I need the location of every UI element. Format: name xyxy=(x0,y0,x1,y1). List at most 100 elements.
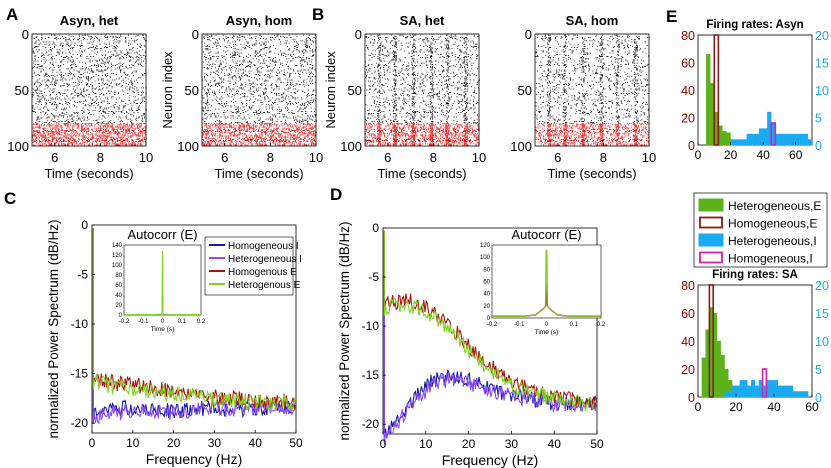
hist-bar-het-e xyxy=(726,132,731,146)
raster-spikes-inhibitory xyxy=(202,123,317,146)
hist-x-tick-label: 0 xyxy=(695,148,702,162)
spectrum-x-tick-label: 0 xyxy=(380,437,387,451)
hist-bar-het-i xyxy=(783,133,788,146)
raster-y-tick-label: 0 xyxy=(22,27,29,42)
hist-y-left-tick-label: 80 xyxy=(681,279,695,293)
raster-y-tick-label: 100 xyxy=(510,139,532,154)
raster-y-tick-label: 50 xyxy=(15,83,29,98)
raster-y-tick-label: 100 xyxy=(340,139,362,154)
inset-y-tick-label: 40 xyxy=(115,293,122,299)
hist-y-right-tick-label: 10 xyxy=(815,84,829,98)
hist-legend-label: Homogeneous,E xyxy=(728,217,817,231)
spectrum-legend-label: Homogeneous I xyxy=(228,241,299,252)
hist-x-tick-label: 60 xyxy=(789,148,803,162)
hist-y-left-tick-label: 80 xyxy=(681,29,695,43)
hist-bar-het-i xyxy=(747,385,752,398)
spectrum-y-tick-label: -5 xyxy=(368,270,379,284)
hist-legend-swatch xyxy=(698,198,724,212)
hist-bar-het-i xyxy=(796,391,801,398)
raster-spikes-excitatory xyxy=(202,33,317,124)
spectrum-x-tick-label: 20 xyxy=(462,437,476,451)
inset-title: Autocorr (E) xyxy=(511,227,581,242)
hist-bar-het-i xyxy=(789,385,794,398)
inset-x-axis-label: Time (s) xyxy=(151,326,175,333)
hist-y-right-tick-label: 5 xyxy=(815,112,822,126)
hist-bar-het-i xyxy=(750,133,756,146)
hist-y-left-tick-label: 20 xyxy=(681,112,695,126)
panel-label-d: D xyxy=(330,185,342,204)
spectrum-series-3 xyxy=(383,230,597,412)
inset-x-tick-label: -0.1 xyxy=(138,319,149,325)
raster-x-tick-label: 10 xyxy=(139,150,153,165)
hist-x-tick-label: 0 xyxy=(695,400,702,414)
inset-x-tick-label: -0.2 xyxy=(487,322,498,328)
raster-y-tick-label: 50 xyxy=(348,83,362,98)
hist-bar-hom-i xyxy=(770,122,777,146)
raster-spikes-excitatory xyxy=(365,33,480,124)
spectrum-x-axis-label: Frequency (Hz) xyxy=(442,452,538,468)
hist-x-tick-label: 20 xyxy=(724,148,738,162)
spectrum-x-axis-label: Frequency (Hz) xyxy=(146,451,242,467)
hist-bar-het-i xyxy=(728,391,733,398)
hist-bar-het-i xyxy=(770,380,775,398)
hist-y-right-tick-label: 20 xyxy=(815,29,829,43)
raster-title: Asyn, hom xyxy=(226,13,292,28)
hist-y-left-tick-label: 0 xyxy=(688,139,695,153)
hist-legend-swatch xyxy=(699,216,723,229)
raster-x-tick-label: 6 xyxy=(221,150,228,165)
panel-label-e: E xyxy=(666,7,677,26)
hist-bar-het-i xyxy=(735,385,740,398)
inset-y-tick-label: 40 xyxy=(483,292,490,298)
hist-y-right-tick-label: 0 xyxy=(815,139,822,153)
inset-autocorr xyxy=(492,249,601,317)
hist-bar-het-i xyxy=(795,133,800,146)
hist-bar-het-i xyxy=(754,385,759,398)
inset-x-tick-label: 0 xyxy=(161,319,165,325)
hist-y-right-tick-label: 20 xyxy=(815,279,829,293)
spectrum-x-tick-label: 50 xyxy=(590,437,604,451)
hist-bar-het-i xyxy=(777,385,782,398)
inset-y-tick-label: 80 xyxy=(115,273,122,279)
hist-bar-het-i xyxy=(792,391,797,398)
raster-x-tick-label: 8 xyxy=(97,150,104,165)
hist-bar-het-i xyxy=(754,133,760,146)
hist-x-tick-label: 60 xyxy=(805,400,819,414)
raster-spikes-inhibitory xyxy=(32,123,147,146)
spectrum-x-tick-label: 40 xyxy=(249,436,263,450)
raster-x-tick-label: 8 xyxy=(600,150,607,165)
raster-y-tick-label: 0 xyxy=(192,27,199,42)
spectrum-y-tick-label: 0 xyxy=(372,221,379,235)
spectrum-y-axis-label: normalized Power Spectrum (dB/Hz) xyxy=(337,221,352,440)
hist-y-right-tick-label: 0 xyxy=(815,391,822,405)
hist-bar-hom-e xyxy=(713,34,720,146)
hist-y-right-tick-label: 15 xyxy=(815,307,829,321)
raster-y-axis-label: Neuron index xyxy=(323,51,338,129)
spectrum-series-1 xyxy=(92,228,296,425)
hist-bar-het-i xyxy=(751,380,756,398)
spectrum-y-tick-label: -15 xyxy=(362,368,380,382)
inset-y-tick-label: 80 xyxy=(483,267,490,273)
hist-y-left-tick-label: 0 xyxy=(688,391,695,405)
raster-x-tick-label: 8 xyxy=(430,150,437,165)
hist-bar-het-e xyxy=(716,340,721,398)
spectrum-y-tick-label: -10 xyxy=(71,317,89,331)
inset-title: Autocorr (E) xyxy=(127,227,197,242)
raster-y-tick-label: 50 xyxy=(185,83,199,98)
panel-label-a: A xyxy=(6,5,18,24)
hist-bar-het-i xyxy=(762,128,768,146)
hist-bar-het-i xyxy=(732,385,737,398)
spectrum-legend-label: Heterogenous E xyxy=(228,280,301,291)
inset-x-axis-label: Time (s) xyxy=(535,329,559,336)
hist-legend-label: Heterogeneous,I xyxy=(728,234,817,248)
inset-y-tick-label: 0 xyxy=(487,316,491,322)
firing-rates-asyn: Firing rates: Asyn 0 20 40 60 0 20 40 60 80 0 5 10 15… xyxy=(681,19,829,162)
inset-x-tick-label: 0.2 xyxy=(597,322,606,328)
hist-bar-hom-i xyxy=(761,368,768,398)
hist-bar-het-i xyxy=(787,133,792,146)
hist-y-left-tick-label: 60 xyxy=(681,307,695,321)
inset-x-tick-label: 0 xyxy=(545,322,549,328)
